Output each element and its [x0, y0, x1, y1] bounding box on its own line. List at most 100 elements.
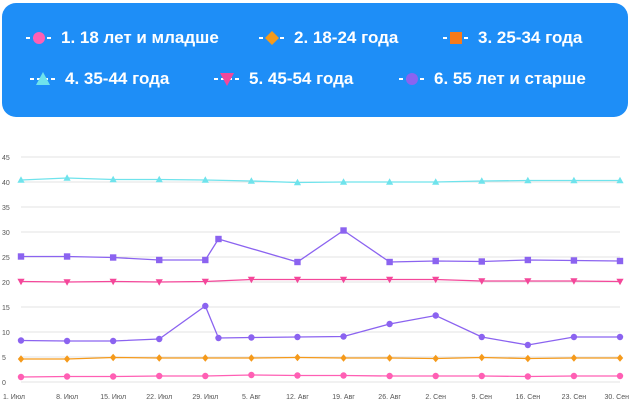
data-point	[155, 175, 163, 183]
data-point	[201, 278, 209, 286]
legend-item-5[interactable]: 6. 55 лет и старше	[399, 69, 586, 89]
data-point	[17, 176, 25, 183]
y-tick-label: 45	[2, 155, 10, 162]
data-point	[432, 257, 439, 265]
data-point	[340, 372, 347, 379]
legend-label: 3. 25-34 года	[478, 28, 583, 47]
data-point	[248, 371, 255, 379]
legend-marker-triangle-up-icon	[30, 72, 56, 85]
data-point	[616, 278, 624, 286]
legend-label: 4. 35-44 года	[65, 69, 170, 88]
data-point	[432, 354, 439, 363]
legend-item-0[interactable]: 1. 18 лет и младше	[26, 28, 219, 48]
legend-marker-circle-icon	[26, 32, 52, 44]
x-tick-label: 2. Сен	[425, 394, 446, 401]
data-point	[215, 235, 222, 243]
y-tick-label: 30	[2, 230, 10, 237]
x-tick-label: 26. Авг	[378, 394, 401, 401]
data-point	[339, 276, 348, 284]
data-point	[109, 337, 117, 345]
legend-marker-square-icon	[443, 32, 469, 44]
data-point	[109, 175, 117, 183]
data-point	[109, 254, 117, 261]
legend-label: 6. 55 лет и старше	[434, 69, 586, 88]
data-point	[570, 372, 578, 380]
data-point	[156, 372, 163, 380]
data-point	[215, 334, 222, 342]
data-point	[340, 354, 347, 362]
data-point	[524, 278, 532, 285]
y-tick-label: 0	[2, 380, 6, 387]
data-point	[616, 176, 624, 184]
data-point	[478, 372, 485, 380]
data-point	[478, 278, 486, 285]
data-point	[247, 276, 255, 284]
series-line-0	[20, 374, 620, 378]
y-tick-label: 15	[2, 305, 10, 312]
data-point	[386, 320, 393, 328]
legend-item-1[interactable]: 2. 18-24 года	[259, 28, 398, 48]
data-point	[247, 177, 255, 184]
x-tick-label: 5. Авг	[242, 394, 261, 401]
x-tick-label: 15. Июл	[100, 394, 126, 401]
legend-marker-triangle-down-icon	[214, 73, 240, 86]
legend-marker-diamond-icon	[259, 31, 285, 45]
y-tick-label: 5	[2, 355, 6, 362]
legend-panel: 1. 18 лет и младше 2. 18-24 года 3. 25-3…	[2, 3, 628, 117]
data-point	[570, 354, 578, 362]
legend-item-4[interactable]: 5. 45-54 года	[214, 69, 353, 89]
data-point	[432, 312, 439, 319]
data-point	[386, 276, 394, 284]
data-point	[202, 302, 209, 310]
data-point	[17, 373, 25, 381]
y-tick-label: 40	[2, 180, 10, 187]
data-point	[294, 353, 301, 362]
data-point	[63, 355, 71, 363]
data-point	[17, 278, 25, 286]
data-point	[386, 354, 393, 362]
legend-item-3[interactable]: 4. 35-44 года	[30, 69, 169, 89]
data-point	[63, 279, 71, 286]
data-point	[109, 353, 117, 362]
x-tick-label: 23. Сен	[562, 394, 587, 401]
data-point	[63, 253, 71, 260]
y-tick-label: 20	[2, 280, 10, 287]
data-point	[17, 337, 25, 344]
y-tick-label: 25	[2, 255, 10, 262]
data-point	[63, 373, 71, 380]
data-point	[294, 333, 301, 341]
data-point	[155, 279, 163, 286]
data-point	[478, 177, 486, 184]
data-point	[109, 278, 117, 286]
legend-label: 5. 45-54 года	[249, 69, 354, 88]
data-point	[524, 176, 532, 184]
data-point	[109, 373, 117, 380]
data-point	[202, 372, 209, 380]
data-point	[293, 178, 302, 186]
x-tick-label: 30. Сен	[605, 394, 630, 401]
series-line-3	[20, 177, 620, 184]
data-point	[156, 335, 163, 343]
data-point	[524, 341, 532, 349]
legend-label: 2. 18-24 года	[294, 28, 399, 47]
data-point	[294, 258, 301, 266]
x-tick-label: 22. Июл	[146, 394, 172, 401]
data-point	[156, 354, 163, 362]
data-point	[294, 372, 301, 379]
data-point	[248, 354, 255, 362]
data-point	[63, 174, 71, 181]
data-point	[202, 354, 209, 362]
series-line-1	[21, 356, 620, 360]
data-point	[478, 258, 485, 265]
x-tick-label: 8. Июл	[56, 394, 78, 401]
data-point	[478, 353, 485, 362]
data-point	[616, 257, 624, 265]
data-point	[201, 176, 209, 183]
legend-label: 1. 18 лет и младше	[61, 28, 219, 47]
x-tick-label: 12. Авг	[286, 394, 309, 401]
data-point	[293, 276, 302, 284]
x-tick-label: 9. Сен	[471, 394, 492, 401]
legend-marker-circle-icon	[399, 73, 425, 85]
legend-item-2[interactable]: 3. 25-34 года	[443, 28, 582, 48]
